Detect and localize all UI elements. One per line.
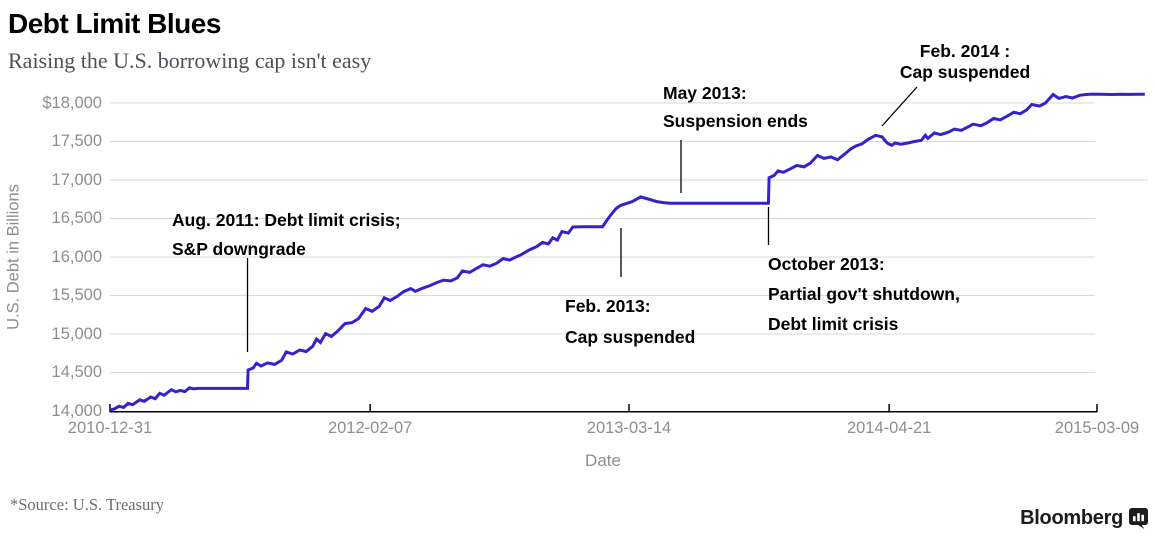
annotation-feb-2013: Feb. 2013: Cap suspended bbox=[565, 291, 695, 353]
annotation-line: Cap suspended bbox=[565, 327, 696, 347]
annotation-may-2013: May 2013: Suspension ends bbox=[663, 79, 808, 135]
annotation-line: October 2013: bbox=[768, 254, 885, 274]
bar-chart-icon bbox=[1129, 508, 1148, 529]
x-tick-label: 2010-12-31 bbox=[67, 419, 153, 437]
x-tick-label: 2012-02-07 bbox=[327, 419, 413, 437]
annotation-line: Feb. 2013: bbox=[565, 296, 651, 316]
y-tick-label: 16,500 bbox=[51, 209, 102, 227]
y-tick-label: 14,000 bbox=[51, 401, 102, 420]
annotation-line: Cap suspended bbox=[899, 62, 1031, 82]
y-tick-label: $18,000 bbox=[42, 93, 102, 112]
y-tick-label: 17,500 bbox=[51, 132, 102, 150]
annotation-line: S&P downgrade bbox=[172, 239, 306, 259]
bloomberg-logo: Bloomberg bbox=[1020, 507, 1148, 530]
annotation-line: Feb. 2014 : bbox=[919, 41, 1011, 61]
x-axis-title: Date bbox=[585, 451, 621, 470]
annotation-line: Aug. 2011: Debt limit crisis; bbox=[172, 210, 401, 230]
y-tick-label: 14,500 bbox=[51, 363, 102, 381]
debt-line-series bbox=[109, 92, 1145, 412]
annotation-line: Debt limit crisis bbox=[768, 314, 899, 334]
x-tick-label: 2015-03-09 bbox=[1054, 419, 1140, 437]
chart-subtitle: Raising the U.S. borrowing cap isn't eas… bbox=[8, 48, 372, 73]
annotation-line: Suspension ends bbox=[663, 111, 808, 131]
x-tick-label: 2013-03-14 bbox=[586, 419, 672, 437]
annotation-oct-2013: October 2013: Partial gov't shutdown, Debt… bbox=[768, 249, 960, 339]
y-tick-label: 17,000 bbox=[51, 170, 102, 189]
source-note: *Source: U.S. Treasury bbox=[10, 495, 165, 514]
page-title: Debt Limit Blues bbox=[8, 8, 221, 39]
annotation-line: Partial gov't shutdown, bbox=[768, 284, 960, 304]
annotation-feb-2014: Feb. 2014 : Cap suspended bbox=[900, 41, 1030, 83]
x-tick-label: 2014-04-21 bbox=[846, 419, 932, 437]
annotation-line: May 2013: bbox=[663, 83, 747, 103]
y-tick-label: 15,500 bbox=[51, 286, 102, 304]
y-tick-label: 16,000 bbox=[51, 247, 102, 266]
annotation-pointer-feb-2014 bbox=[881, 86, 918, 127]
annotation-aug-2011: Aug. 2011: Debt limit crisis; S&P downgra… bbox=[172, 206, 401, 264]
y-tick-label: 15,000 bbox=[51, 324, 102, 343]
bloomberg-wordmark: Bloomberg bbox=[1020, 507, 1123, 529]
